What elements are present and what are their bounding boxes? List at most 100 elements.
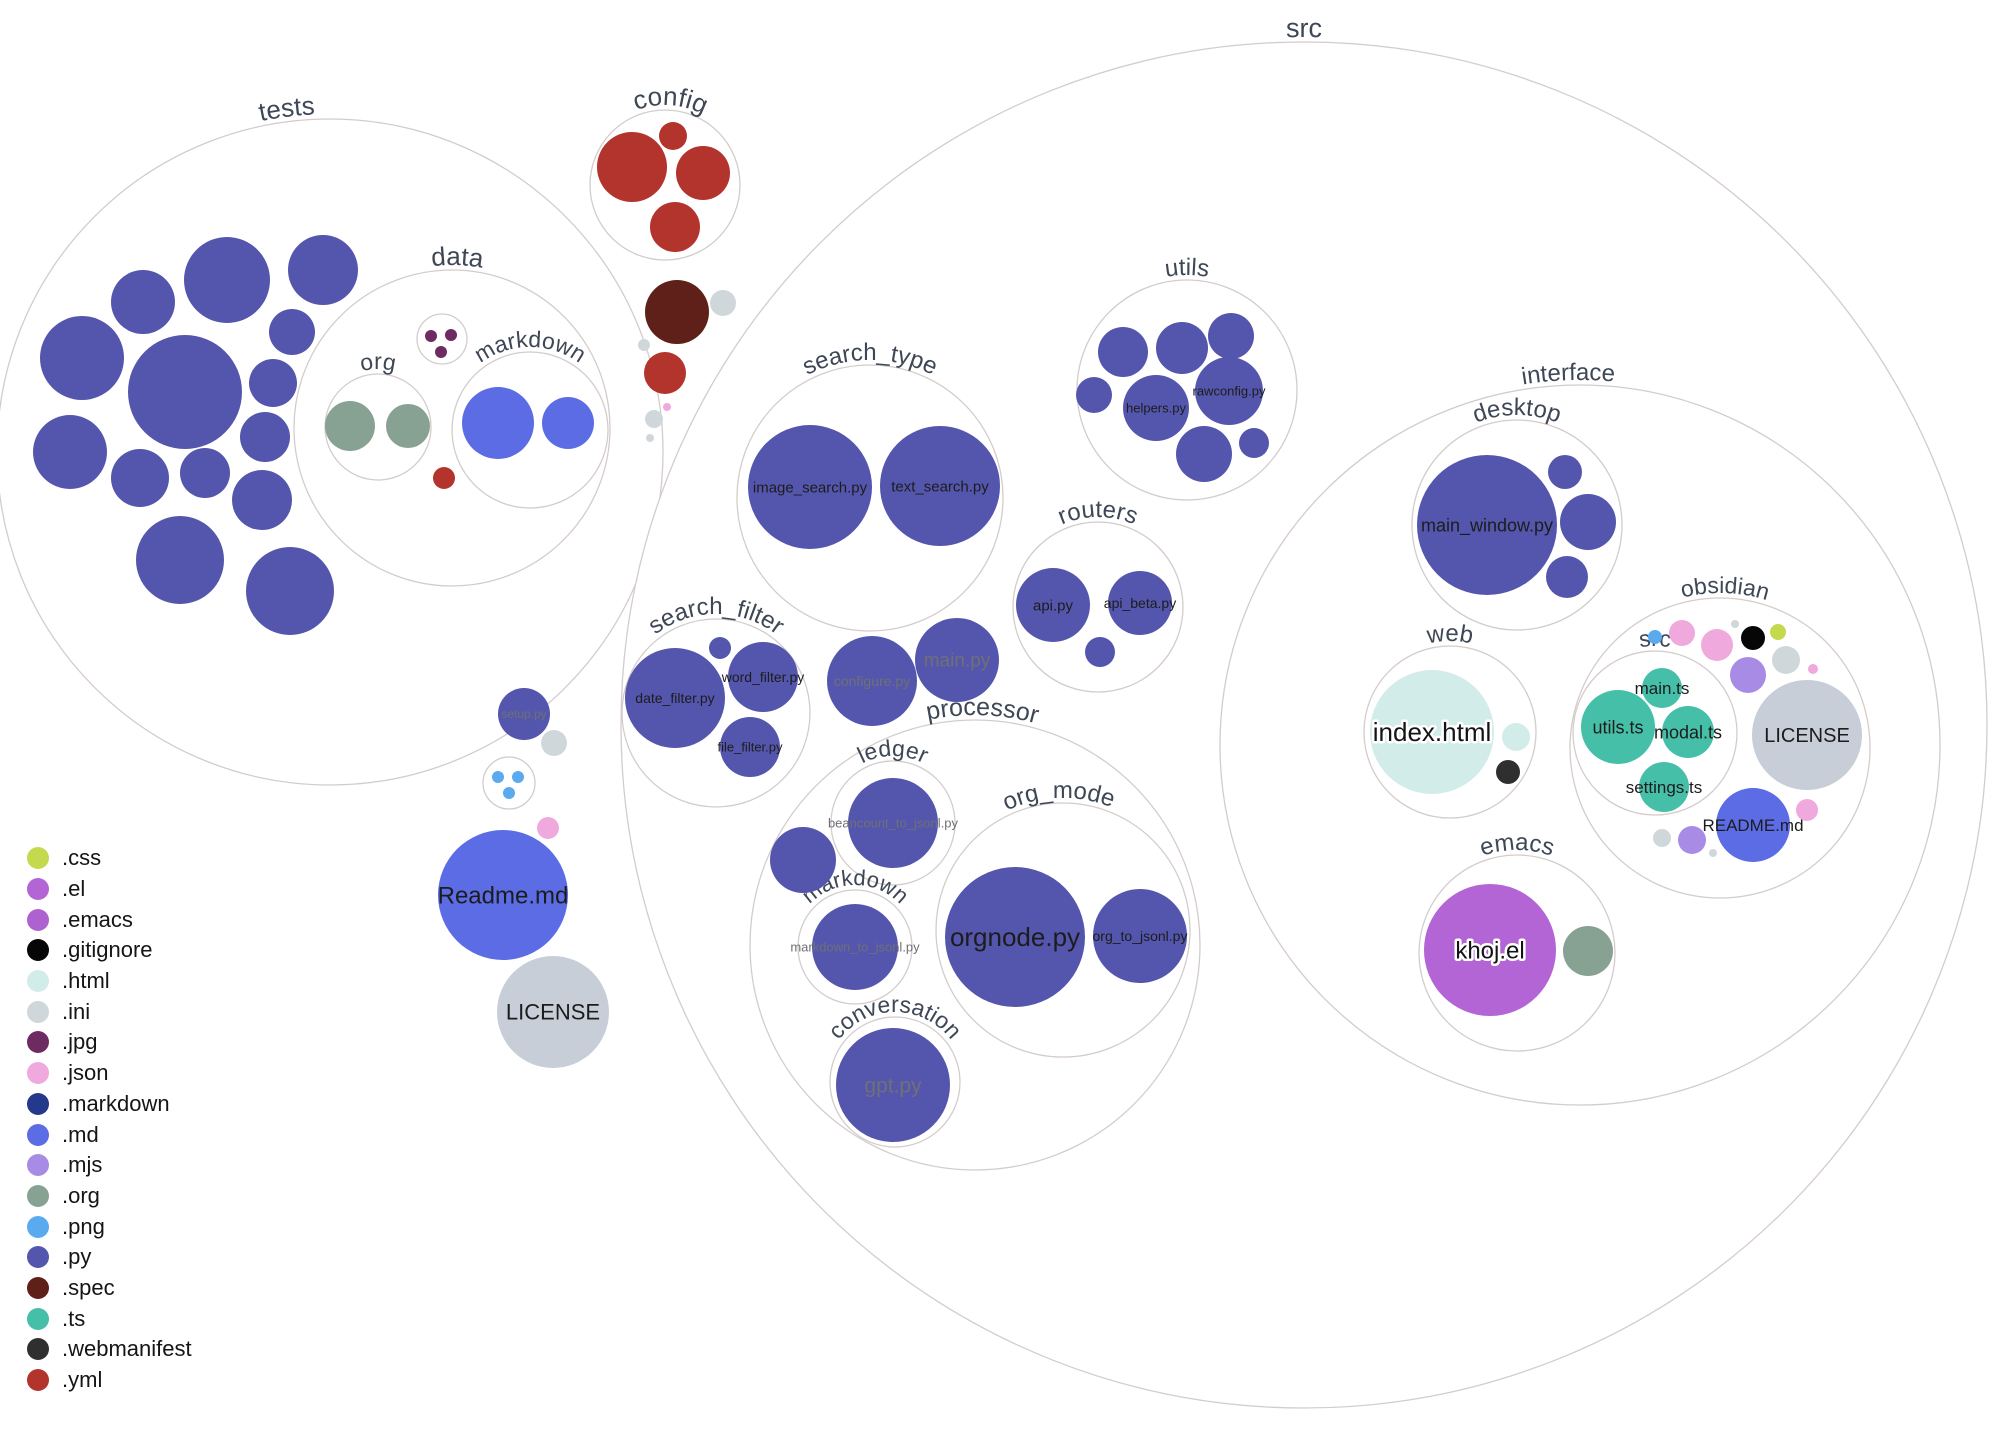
file-beancount-to-jsonl-py-label: beancount_to_jsonl.py bbox=[828, 816, 959, 831]
file-utils-py-3 bbox=[1208, 313, 1254, 359]
file-obsidian-json-4 bbox=[1796, 799, 1818, 821]
file-config-yml-1 bbox=[597, 132, 667, 202]
file-rawconfig-py-label: rawconfig.py bbox=[1193, 384, 1266, 399]
file-obsidian-mjs-1 bbox=[1730, 657, 1766, 693]
legend-item-emacs: .emacs bbox=[27, 904, 192, 935]
file-root-json-2 bbox=[537, 817, 559, 839]
legend-label-html: .html bbox=[62, 968, 110, 994]
file-obsidian-ini-3 bbox=[1653, 829, 1671, 847]
file-license-obsidian bbox=[1752, 680, 1862, 790]
legend-dot-json bbox=[27, 1062, 49, 1085]
legend-label-spec: .spec bbox=[62, 1274, 115, 1300]
file-root-ini-2 bbox=[638, 339, 650, 351]
legend-label-ini: .ini bbox=[62, 998, 91, 1024]
file-webmanifest bbox=[1496, 760, 1520, 784]
legend-dot-org bbox=[27, 1184, 49, 1207]
file-main-ts-label: main.ts bbox=[1635, 679, 1690, 698]
file-api-py bbox=[1016, 568, 1090, 642]
legend-item-ts: .ts bbox=[27, 1303, 192, 1334]
legend-item-gitignore: .gitignore bbox=[27, 935, 192, 966]
file-root-png-1 bbox=[492, 771, 504, 783]
file-helpers-py-label: helpers.py bbox=[1126, 401, 1186, 416]
file-tests-py-13 bbox=[136, 516, 224, 604]
file-obsidian-png bbox=[1648, 630, 1662, 644]
file-configure-py bbox=[827, 636, 917, 726]
legend-item-el: .el bbox=[27, 874, 192, 905]
legend-item-markdown: .markdown bbox=[27, 1089, 192, 1120]
file-obsidian-json-2 bbox=[1701, 629, 1733, 661]
file-tests-py-5 bbox=[40, 316, 124, 400]
file-gpt-py-label: gpt.py bbox=[864, 1074, 922, 1097]
file-org-to-jsonl-py bbox=[1093, 889, 1187, 983]
file-tests-py-10 bbox=[111, 449, 169, 507]
file-root-png-2 bbox=[512, 771, 524, 783]
file-configure-py-label: configure.py bbox=[834, 673, 910, 689]
legend-item-spec: .spec bbox=[27, 1273, 192, 1304]
file-khoj-el bbox=[1424, 884, 1556, 1016]
file-data-md-1 bbox=[462, 387, 534, 459]
file-beancount-to-jsonl-py bbox=[848, 778, 938, 868]
file-data-md-2 bbox=[542, 397, 594, 449]
file-tests-py-14 bbox=[246, 547, 334, 635]
file-utils-ts bbox=[1581, 690, 1655, 764]
dir-utils-label: utils bbox=[1163, 254, 1211, 283]
file-readme-md-label: Readme.md bbox=[438, 882, 569, 909]
legend-dot-webmanifest bbox=[27, 1338, 49, 1361]
file-emacs-org bbox=[1563, 926, 1613, 976]
file-setup-py-label: setup.py bbox=[501, 707, 546, 721]
dir-src-label: src bbox=[1286, 13, 1323, 43]
file-config-yml-3 bbox=[676, 146, 730, 200]
file-settings-ts bbox=[1639, 762, 1689, 812]
legend-label-markdown: .markdown bbox=[62, 1090, 170, 1116]
file-index-html-label: index.html bbox=[1373, 717, 1492, 747]
dir-data-images bbox=[416, 313, 468, 365]
file-readme-obsidian bbox=[1716, 788, 1790, 862]
dir-data-org-label: org bbox=[358, 348, 398, 376]
file-index-html bbox=[1370, 670, 1494, 794]
file-obsidian-css bbox=[1770, 624, 1786, 640]
file-tests-py-11 bbox=[180, 448, 230, 498]
file-root-png-3 bbox=[503, 787, 515, 799]
file-settings-ts-label: settings.ts bbox=[1626, 778, 1703, 797]
legend-item-ini: .ini bbox=[27, 996, 192, 1027]
file-tests-py-6 bbox=[128, 335, 242, 449]
file-tests-py-1 bbox=[184, 237, 270, 323]
file-file-filter-py-label: file_filter.py bbox=[717, 740, 783, 755]
legend-label-gitignore: .gitignore bbox=[62, 937, 153, 963]
file-desktop-py-1 bbox=[1548, 455, 1582, 489]
file-data-org-2 bbox=[386, 404, 430, 448]
file-tests-py-8 bbox=[240, 412, 290, 462]
legend-dot-el bbox=[27, 878, 49, 901]
file-license-root bbox=[497, 956, 609, 1068]
file-obsidian-gitignore bbox=[1741, 626, 1765, 650]
legend-label-css: .css bbox=[62, 845, 102, 871]
legend-label-yml: .yml bbox=[62, 1367, 103, 1393]
file-main-py-label: main.py bbox=[924, 651, 991, 672]
file-config-yml-4 bbox=[650, 202, 700, 252]
legend-dot-png bbox=[27, 1215, 49, 1238]
file-utils-ts-label: utils.ts bbox=[1592, 717, 1643, 737]
file-utils-py-5 bbox=[1176, 426, 1232, 482]
legend: .css .el .emacs .gitignore .html .ini .jpg .jso… bbox=[27, 843, 192, 1395]
file-web-html bbox=[1502, 723, 1530, 751]
file-main-window-py-label: main_window.py bbox=[1421, 515, 1553, 536]
legend-dot-yml bbox=[27, 1369, 49, 1392]
file-tests-py-7 bbox=[249, 359, 297, 407]
legend-item-json: .json bbox=[27, 1058, 192, 1089]
file-routers-py bbox=[1085, 637, 1115, 667]
file-tests-py-12 bbox=[232, 470, 292, 530]
legend-label-py: .py bbox=[62, 1244, 92, 1270]
file-obsidian-mjs-2 bbox=[1678, 826, 1706, 854]
file-markdown-to-jsonl-py-label: markdown_to_jsonl.py bbox=[790, 940, 920, 955]
file-rawconfig-py bbox=[1195, 357, 1263, 425]
file-search-filter-py bbox=[709, 637, 731, 659]
file-org-to-jsonl-py-label: org_to_jsonl.py bbox=[1093, 928, 1188, 944]
legend-item-py: .py bbox=[27, 1242, 192, 1273]
file-tests-py-9 bbox=[33, 415, 107, 489]
legend-dot-html bbox=[27, 970, 49, 993]
file-data-org-1 bbox=[325, 401, 375, 451]
file-license-obsidian-label: LICENSE bbox=[1764, 725, 1850, 747]
legend-dot-markdown bbox=[27, 1092, 49, 1115]
